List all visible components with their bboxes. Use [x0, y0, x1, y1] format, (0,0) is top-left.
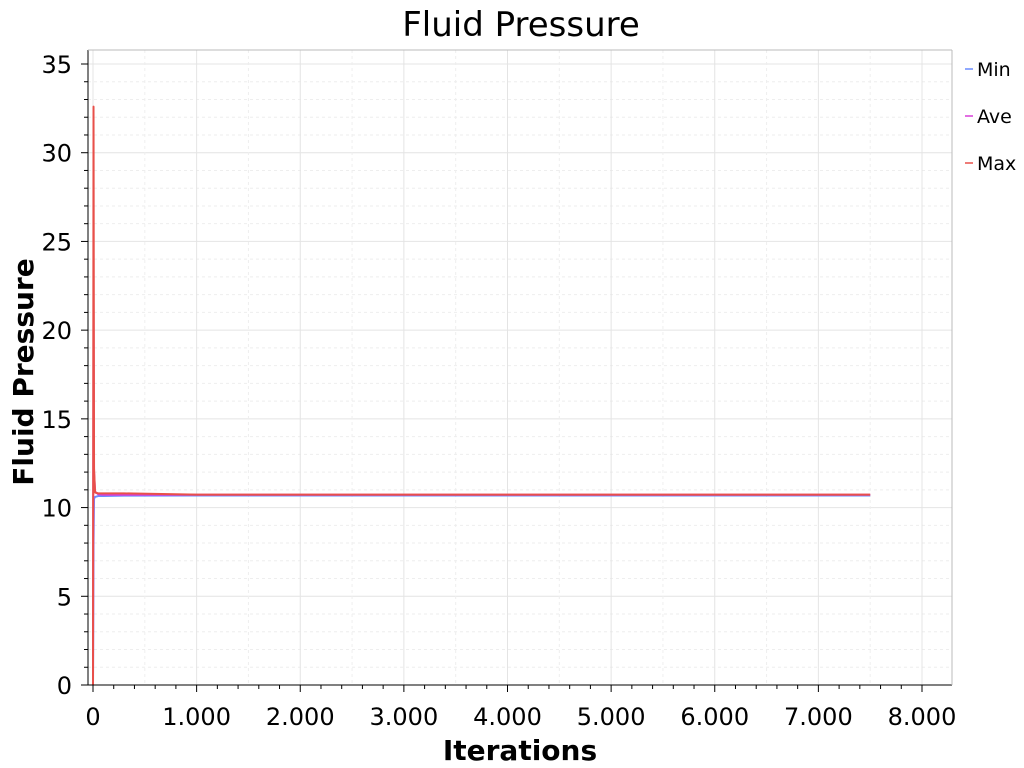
x-tick-label: 8.000 [888, 703, 957, 731]
y-axis-ticks: 0 5 10 15 20 25 30 35 [41, 51, 88, 700]
y-tick-label: 0 [57, 672, 72, 700]
legend-label-min: Min [977, 59, 1011, 81]
legend-label-ave: Ave [977, 106, 1012, 128]
series-line-max [92, 105, 871, 686]
grid [88, 50, 952, 686]
x-axis-ticks: 0 1.000 2.000 3.000 4.000 5.000 6.000 7.000 8.00… [85, 685, 956, 731]
legend: Min Ave Max [965, 59, 1016, 175]
y-tick-label: 25 [41, 228, 72, 256]
y-tick-label: 35 [41, 51, 72, 79]
series-line-min [92, 494, 871, 686]
legend-label-max: Max [977, 153, 1016, 175]
x-tick-label: 5.000 [577, 703, 646, 731]
x-tick-label: 2.000 [266, 703, 335, 731]
y-tick-label: 10 [41, 495, 72, 523]
x-tick-label: 6.000 [680, 703, 749, 731]
chart-title: Fluid Pressure [402, 5, 640, 45]
x-tick-label: 0 [85, 703, 100, 731]
y-tick-label: 20 [41, 317, 72, 345]
x-tick-label: 4.000 [473, 703, 542, 731]
y-tick-label: 30 [41, 140, 72, 168]
y-tick-label: 15 [41, 406, 72, 434]
x-tick-label: 3.000 [370, 703, 439, 731]
x-tick-label: 7.000 [784, 703, 853, 731]
y-tick-label: 5 [57, 583, 72, 611]
y-axis-title: Fluid Pressure [7, 258, 40, 485]
axes [87, 49, 953, 686]
x-tick-label: 1.000 [162, 703, 231, 731]
series-lines [92, 105, 871, 686]
x-axis-title: Iterations [443, 734, 597, 767]
